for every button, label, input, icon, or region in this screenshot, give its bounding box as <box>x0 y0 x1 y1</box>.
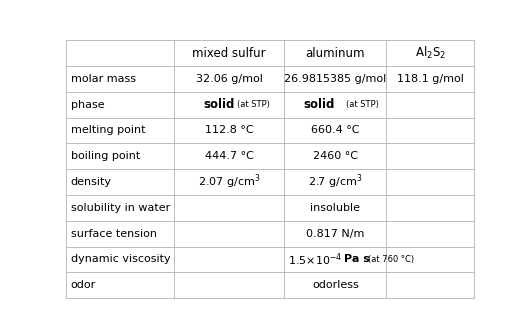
Text: 112.8 °C: 112.8 °C <box>205 126 253 135</box>
Text: insoluble: insoluble <box>310 203 360 213</box>
Text: 2460 °C: 2460 °C <box>313 151 358 161</box>
Text: solubility in water: solubility in water <box>71 203 170 213</box>
Text: 32.06 g/mol: 32.06 g/mol <box>196 74 262 84</box>
Text: 1.5$\times$10$^{-4}$: 1.5$\times$10$^{-4}$ <box>288 251 343 268</box>
Text: 660.4 °C: 660.4 °C <box>311 126 360 135</box>
Text: (at STP): (at STP) <box>346 100 378 109</box>
Text: solid: solid <box>304 98 335 111</box>
Text: solid: solid <box>203 98 235 111</box>
Text: 0.817 N/m: 0.817 N/m <box>306 229 365 239</box>
Text: Pa s: Pa s <box>344 255 369 264</box>
Text: boiling point: boiling point <box>71 151 140 161</box>
Text: dynamic viscosity: dynamic viscosity <box>71 255 170 264</box>
Text: molar mass: molar mass <box>71 74 136 84</box>
Text: 2.7 g/cm$^3$: 2.7 g/cm$^3$ <box>308 173 363 191</box>
Text: odor: odor <box>71 280 96 290</box>
Text: 2.07 g/cm$^3$: 2.07 g/cm$^3$ <box>198 173 260 191</box>
Text: (at 760 °C): (at 760 °C) <box>368 255 414 264</box>
Text: density: density <box>71 177 112 187</box>
Text: melting point: melting point <box>71 126 145 135</box>
Text: (at STP): (at STP) <box>237 100 270 109</box>
Text: aluminum: aluminum <box>306 47 365 60</box>
Text: 26.9815385 g/mol: 26.9815385 g/mol <box>284 74 387 84</box>
Text: odorless: odorless <box>312 280 359 290</box>
Text: 118.1 g/mol: 118.1 g/mol <box>397 74 464 84</box>
Text: surface tension: surface tension <box>71 229 157 239</box>
Text: Al$_2$S$_2$: Al$_2$S$_2$ <box>415 45 446 61</box>
Text: mixed sulfur: mixed sulfur <box>192 47 266 60</box>
Text: phase: phase <box>71 100 104 110</box>
Text: 444.7 °C: 444.7 °C <box>205 151 253 161</box>
